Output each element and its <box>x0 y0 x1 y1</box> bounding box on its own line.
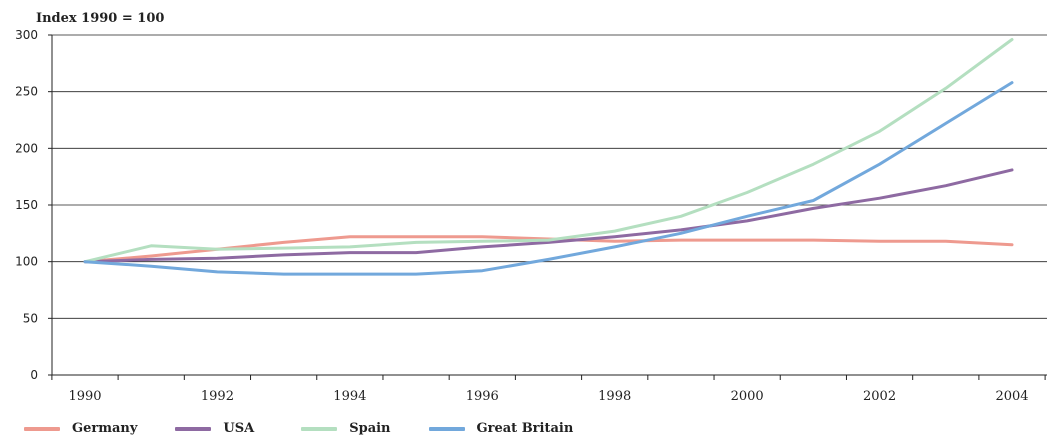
x-tick-label: 1992 <box>201 389 234 404</box>
x-tick-label: 1990 <box>68 389 101 404</box>
legend-label: Germany <box>72 421 138 436</box>
series-line-great-britain <box>83 81 1014 276</box>
x-tick-label: 2004 <box>995 389 1028 404</box>
y-tick-label: 300 <box>15 28 38 42</box>
legend-item-germany: Germany <box>24 421 137 436</box>
legend-swatch <box>428 426 465 431</box>
y-tick-label: 200 <box>15 141 38 155</box>
y-tick-label: 250 <box>15 85 38 99</box>
axes <box>48 34 1047 380</box>
x-axis-tick-labels: 1990 1992 1994 1996 1998 2000 2002 2004 <box>68 389 1028 404</box>
legend-item-usa: USA <box>175 421 254 436</box>
x-tick-label: 1994 <box>333 389 366 404</box>
gridlines <box>52 34 1047 319</box>
legend-label: Great Britain <box>476 421 574 436</box>
y-tick-label: 100 <box>15 255 38 269</box>
y-axis-tick-labels: 0 50 100 150 200 250 300 <box>15 28 38 382</box>
legend-item-great-britain: Great Britain <box>428 421 574 436</box>
legend: Germany USA Spain Great Britain <box>24 421 573 436</box>
x-tick-label: 1996 <box>466 389 499 404</box>
series-line-spain <box>83 38 1014 264</box>
legend-swatch <box>24 426 60 431</box>
legend-swatch <box>301 426 338 431</box>
legend-item-spain: Spain <box>301 421 391 436</box>
series-lines <box>83 38 1014 276</box>
x-tick-label: 2000 <box>731 389 764 404</box>
y-tick-label: 50 <box>23 311 38 325</box>
legend-label: USA <box>223 421 255 436</box>
x-tick-label: 1998 <box>598 389 631 404</box>
x-tick-label: 2002 <box>863 389 896 404</box>
legend-swatch <box>175 426 212 431</box>
y-tick-label: 150 <box>15 198 38 212</box>
y-axis-unit-label: Index 1990 = 100 <box>36 11 165 26</box>
series-line-usa <box>83 168 1014 264</box>
y-tick-label: 0 <box>30 368 38 382</box>
legend-label: Spain <box>349 421 391 436</box>
